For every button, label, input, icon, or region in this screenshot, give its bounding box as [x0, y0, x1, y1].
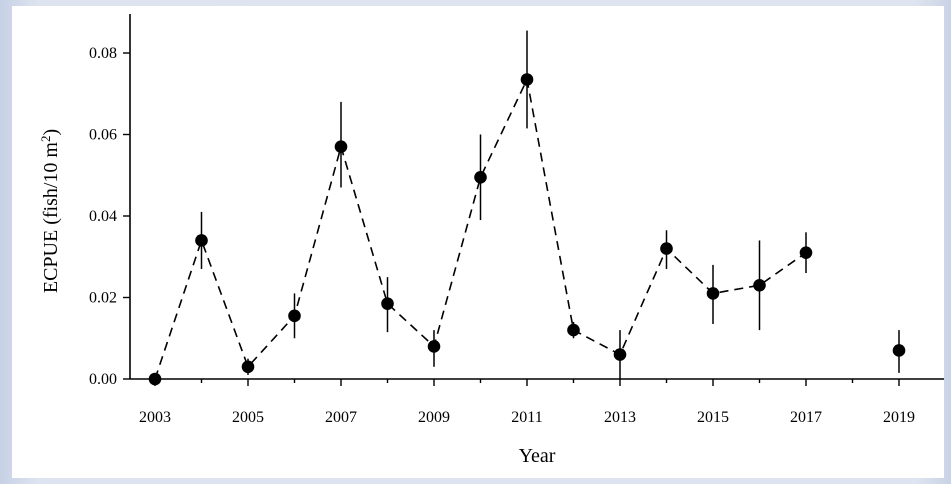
data-point — [892, 344, 906, 357]
data-point — [613, 348, 627, 361]
data-markers — [148, 73, 906, 386]
x-tick-label: 2005 — [232, 409, 264, 426]
data-point — [148, 372, 162, 386]
y-axis-title-main: ECPUE (fish/10 m — [40, 142, 62, 294]
ecpue-chart: 0.00 0.02 0.04 0.06 0.08 2003 2005 2007 2009 201… — [38, 14, 944, 467]
x-tick-label: 2003 — [139, 409, 171, 426]
y-axis-title-closing: ) — [40, 129, 62, 136]
axes — [129, 14, 944, 380]
data-point — [241, 360, 255, 374]
x-tick-label: 2009 — [418, 409, 450, 426]
x-tick-label: 2013 — [604, 409, 636, 426]
y-tick-label: 0.08 — [89, 45, 117, 62]
y-axis-title: ECPUE (fish/10 m2) — [38, 129, 62, 293]
x-tick-label: 2017 — [790, 409, 822, 426]
data-point — [753, 278, 766, 292]
data-point — [799, 246, 813, 259]
data-point — [474, 170, 487, 184]
data-point — [288, 309, 301, 323]
data-point — [195, 234, 208, 247]
y-tick-label: 0.00 — [89, 371, 117, 388]
y-axis-ticks: 0.00 0.02 0.04 0.06 0.08 — [89, 45, 130, 388]
data-point — [660, 242, 673, 255]
data-point — [520, 73, 534, 86]
x-tick-label: 2011 — [511, 409, 542, 426]
chart-panel: 0.00 0.02 0.04 0.06 0.08 2003 2005 2007 2009 201… — [12, 6, 944, 478]
data-point — [334, 140, 348, 154]
x-tick-label: 2007 — [325, 409, 357, 426]
x-tick-label: 2019 — [883, 409, 915, 426]
series-line — [154, 76, 807, 380]
data-point — [706, 287, 720, 300]
data-point — [427, 340, 441, 353]
series-dashed-line — [154, 76, 807, 380]
x-axis-ticks: 2003 2005 2007 2009 2011 2013 2015 2017 2019 — [139, 379, 915, 426]
data-point — [381, 297, 394, 310]
y-tick-label: 0.04 — [89, 208, 117, 225]
y-tick-label: 0.06 — [89, 127, 117, 144]
x-tick-label: 2015 — [697, 409, 729, 426]
y-axis-title-superscript: 2 — [38, 136, 53, 143]
y-tick-label: 0.02 — [89, 290, 117, 307]
x-axis-title: Year — [519, 445, 556, 467]
data-point — [567, 323, 580, 337]
